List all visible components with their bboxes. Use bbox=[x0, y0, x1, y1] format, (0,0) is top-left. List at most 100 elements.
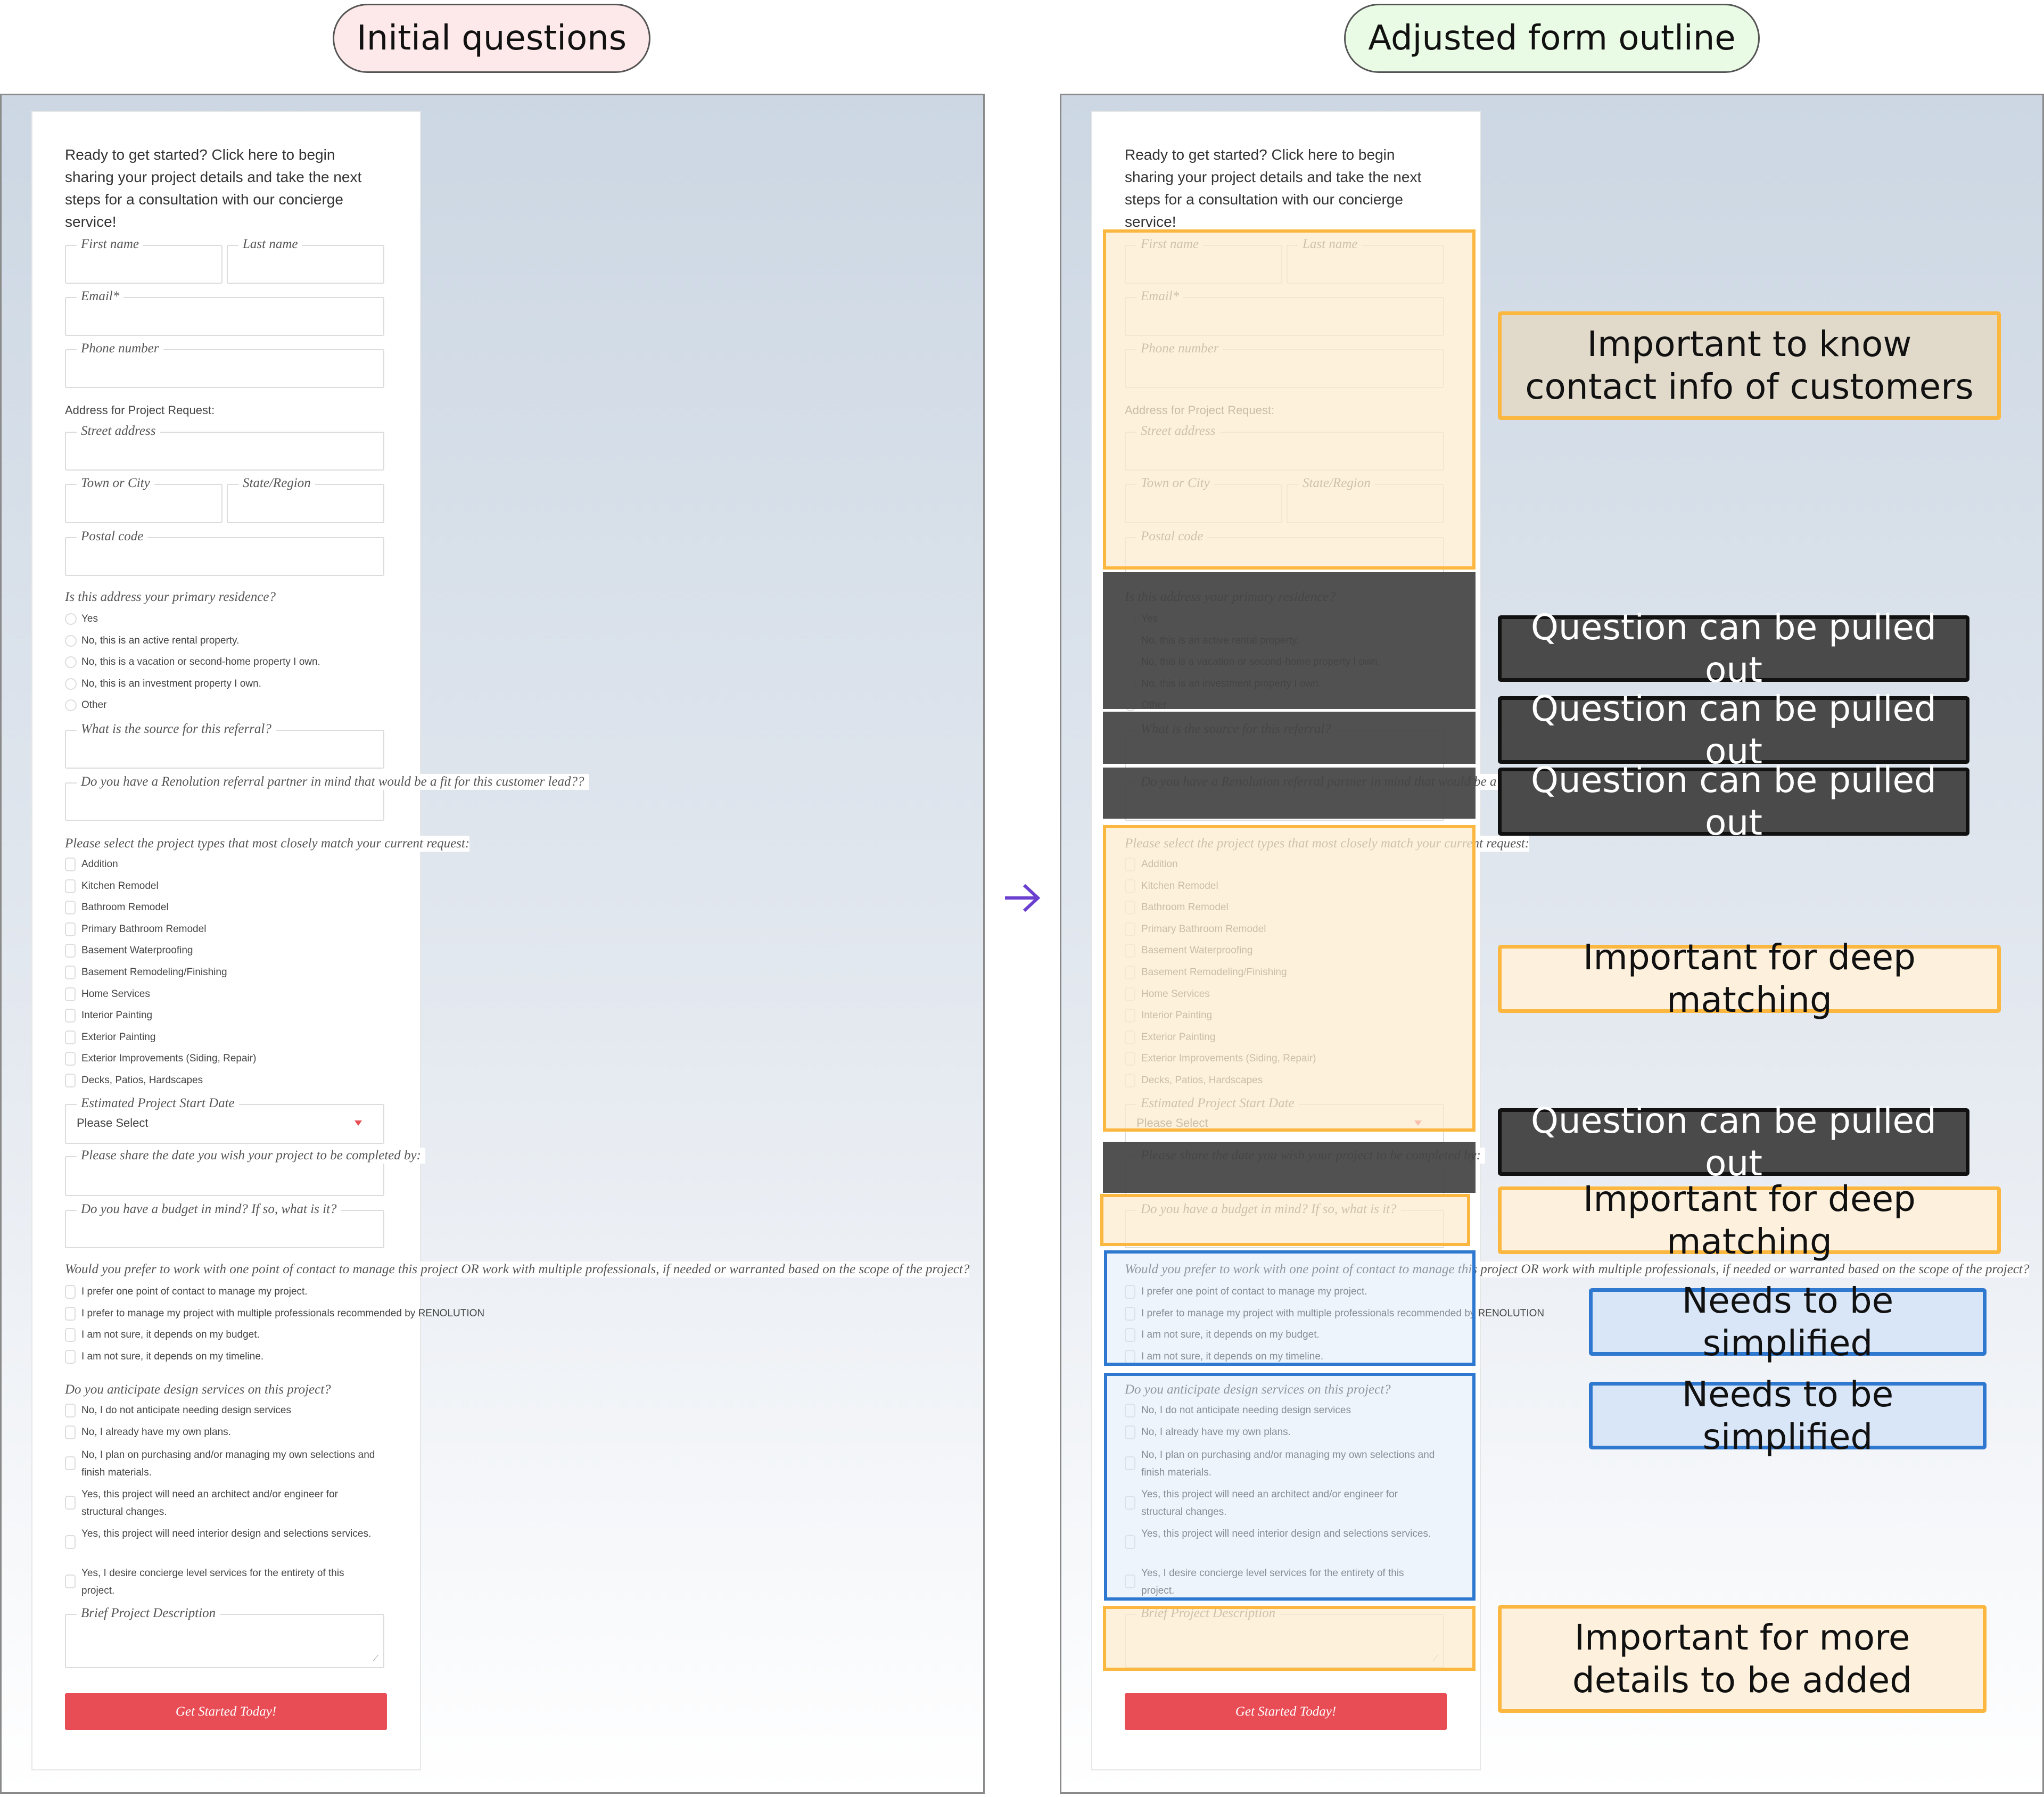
header-label: Adjusted form outline bbox=[1368, 19, 1736, 58]
design-option-label: Yes, this project will need interior des… bbox=[1141, 1528, 1431, 1539]
design-option-checkbox[interactable] bbox=[1125, 1425, 1135, 1439]
contact-option-checkbox[interactable] bbox=[1125, 1285, 1135, 1299]
header-adjusted-form-outline: Adjusted form outline bbox=[1344, 4, 1760, 73]
last-name-input[interactable] bbox=[227, 245, 384, 284]
annotation-note: Question can be pulled out bbox=[1498, 607, 1969, 690]
project-type-label: Exterior Painting bbox=[81, 1031, 156, 1043]
project-type-label: Exterior Improvements (Siding, Repair) bbox=[81, 1053, 257, 1065]
design-option-checkbox[interactable] bbox=[65, 1456, 76, 1470]
design-question: Do you anticipate design services on thi… bbox=[1125, 1382, 1391, 1398]
design-option-checkbox[interactable] bbox=[1125, 1496, 1135, 1510]
referral-source-input-label: What is the source for this referral? bbox=[77, 721, 276, 737]
phone-input[interactable] bbox=[65, 349, 384, 388]
residence-question: Is this address your primary residence? bbox=[65, 589, 276, 605]
design-option-label: No, I plan on purchasing and/or managing… bbox=[1141, 1449, 1435, 1478]
first-name-input[interactable] bbox=[65, 245, 222, 284]
residence-option-label: No, this is an active rental property. bbox=[81, 634, 240, 646]
design-option-label: No, I do not anticipate needing design s… bbox=[81, 1405, 291, 1416]
residence-radio[interactable] bbox=[65, 678, 77, 690]
project-type-label: Addition bbox=[81, 859, 118, 870]
contact-option-checkbox[interactable] bbox=[65, 1285, 76, 1299]
design-option-checkbox[interactable] bbox=[65, 1535, 76, 1549]
project-type-checkbox[interactable] bbox=[65, 1009, 76, 1023]
get-started-button[interactable]: Get Started Today! bbox=[65, 1693, 387, 1730]
resize-handle-icon[interactable]: ⟋ bbox=[373, 1654, 379, 1663]
design-option-label: Yes, this project will need an architect… bbox=[1141, 1489, 1398, 1518]
right-arrow-icon bbox=[1005, 884, 1041, 912]
residence-radio[interactable] bbox=[65, 634, 77, 647]
design-option-checkbox[interactable] bbox=[65, 1575, 76, 1588]
annotation-note: Question can be pulled out bbox=[1498, 1100, 1969, 1184]
design-option-label: Yes, this project will need interior des… bbox=[81, 1528, 372, 1539]
design-option-checkbox[interactable] bbox=[1125, 1404, 1135, 1417]
state-region-input-label: State/Region bbox=[238, 475, 315, 491]
residence-option-label: No, this is an investment property I own… bbox=[81, 678, 261, 689]
street-address-input[interactable] bbox=[65, 432, 384, 471]
email-input[interactable] bbox=[65, 297, 384, 336]
chevron-down-icon[interactable] bbox=[355, 1120, 362, 1126]
last-name-input-label: Last name bbox=[238, 236, 302, 252]
address-heading: Address for Project Request: bbox=[65, 403, 215, 417]
design-option-checkbox[interactable] bbox=[65, 1404, 76, 1417]
contact-option-label: I prefer one point of contact to manage … bbox=[81, 1286, 308, 1297]
project-type-checkbox[interactable] bbox=[65, 966, 76, 979]
referral-partner-input-label: Do you have a Renolution referral partne… bbox=[77, 774, 589, 790]
design-option-label: No, I already have my own plans. bbox=[81, 1427, 231, 1438]
contact-option-checkbox[interactable] bbox=[65, 1350, 76, 1364]
header-label: Initial questions bbox=[356, 19, 627, 58]
project-type-checkbox[interactable] bbox=[65, 901, 76, 915]
design-option-checkbox[interactable] bbox=[65, 1425, 76, 1439]
design-option-checkbox[interactable] bbox=[1125, 1456, 1135, 1470]
contact-option-label: I prefer one point of contact to manage … bbox=[1141, 1286, 1367, 1297]
first-name-input-label: First name bbox=[77, 236, 144, 252]
project-type-checkbox[interactable] bbox=[65, 922, 76, 936]
project-type-checkbox[interactable] bbox=[65, 1030, 76, 1044]
start-date-label: Estimated Project Start Date bbox=[77, 1095, 239, 1111]
annotation-note: Question can be pulled out bbox=[1498, 760, 1969, 843]
residence-radio[interactable] bbox=[65, 656, 77, 668]
design-option-label: No, I already have my own plans. bbox=[1141, 1427, 1291, 1438]
annotation-note: Question can be pulled out bbox=[1498, 688, 1969, 772]
email-input-label: Email* bbox=[77, 288, 124, 304]
form-intro-text: Ready to get started? Click here to begi… bbox=[65, 146, 362, 230]
residence-radio[interactable] bbox=[65, 613, 77, 625]
residence-radio[interactable] bbox=[65, 699, 77, 711]
highlight-contact-preference bbox=[1104, 1250, 1476, 1366]
project-description-textarea[interactable] bbox=[65, 1614, 384, 1668]
design-option-checkbox[interactable] bbox=[1125, 1575, 1135, 1588]
street-address-input-label: Street address bbox=[77, 423, 160, 439]
project-type-checkbox[interactable] bbox=[65, 987, 76, 1001]
contact-option-checkbox[interactable] bbox=[1125, 1328, 1135, 1342]
highlight-budget bbox=[1100, 1194, 1470, 1246]
project-type-checkbox[interactable] bbox=[65, 944, 76, 958]
project-type-label: Interior Painting bbox=[81, 1010, 153, 1021]
contact-option-checkbox[interactable] bbox=[1125, 1306, 1135, 1321]
project-types-question: Please select the project types that mos… bbox=[65, 836, 470, 852]
get-started-button[interactable]: Get Started Today! bbox=[1125, 1693, 1447, 1730]
design-option-checkbox[interactable] bbox=[1125, 1535, 1135, 1549]
contact-option-checkbox[interactable] bbox=[65, 1328, 76, 1342]
project-type-label: Decks, Patios, Hardscapes bbox=[81, 1075, 203, 1086]
project-type-checkbox[interactable] bbox=[65, 858, 76, 871]
town-city-input-label: Town or City bbox=[77, 475, 154, 491]
residence-option-label: No, this is a vacation or second-home pr… bbox=[81, 656, 320, 667]
header-initial-questions: Initial questions bbox=[333, 4, 650, 73]
project-type-label: Basement Remodeling/Finishing bbox=[81, 967, 227, 978]
project-type-checkbox[interactable] bbox=[65, 879, 76, 893]
phone-input-label: Phone number bbox=[77, 341, 163, 357]
contact-option-label: I am not sure, it depends on my timeline… bbox=[81, 1351, 264, 1363]
design-option-label: No, I do not anticipate needing design s… bbox=[1141, 1405, 1351, 1416]
contact-option-label: I prefer to manage my project with multi… bbox=[81, 1307, 485, 1319]
highlight-contact-info bbox=[1103, 229, 1476, 570]
project-type-label: Primary Bathroom Remodel bbox=[81, 923, 207, 935]
design-option-checkbox[interactable] bbox=[65, 1496, 76, 1510]
annotation-note: Needs to be simplified bbox=[1589, 1280, 1987, 1364]
strike-primary-residence bbox=[1103, 572, 1476, 709]
project-type-checkbox[interactable] bbox=[65, 1074, 76, 1087]
project-type-checkbox[interactable] bbox=[65, 1052, 76, 1066]
design-option-label: Yes, this project will need an architect… bbox=[81, 1489, 338, 1518]
postal-code-input[interactable] bbox=[65, 537, 384, 576]
contact-option-checkbox[interactable] bbox=[65, 1306, 76, 1321]
annotation-note: Important to know contact info of custom… bbox=[1498, 311, 2001, 420]
completion-date-input-label: Please share the date you wish your proj… bbox=[77, 1148, 425, 1164]
